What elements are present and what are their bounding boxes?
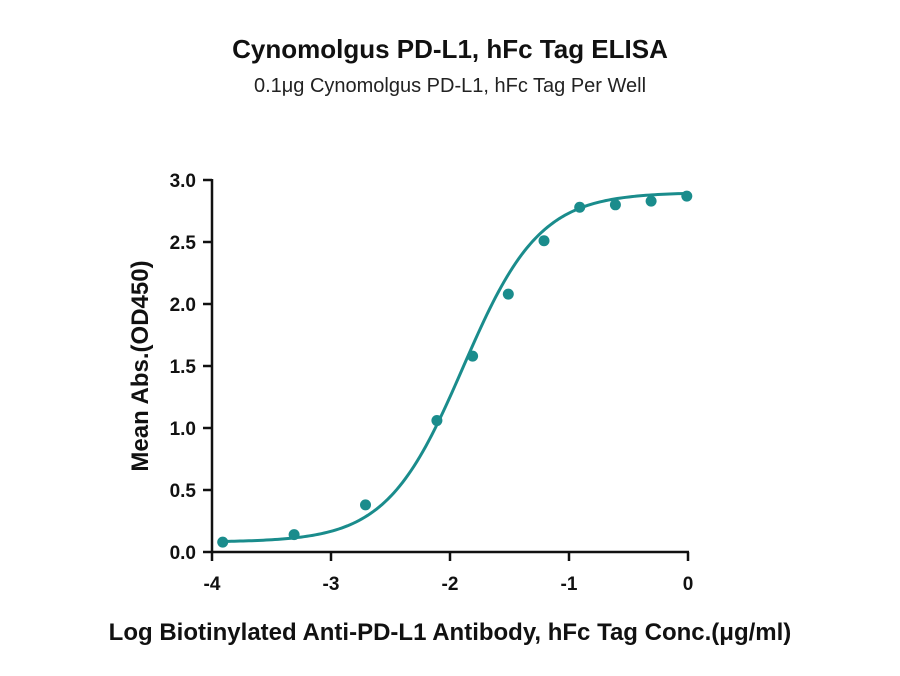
y-tick-label: 3.0 <box>170 171 196 192</box>
x-axis-title: Log Biotinylated Anti-PD-L1 Antibody, hF… <box>109 619 792 646</box>
y-ticks: 0.0 0.5 1.0 1.5 2.0 2.5 3.0 <box>170 171 212 564</box>
axes <box>210 179 689 554</box>
y-tick-label: 2.5 <box>170 233 197 254</box>
data-point <box>574 201 586 213</box>
data-point <box>467 350 479 362</box>
data-point <box>217 536 229 548</box>
data-point <box>538 235 550 247</box>
data-point <box>609 199 621 211</box>
data-point <box>645 195 657 207</box>
data-point <box>288 529 300 541</box>
data-point <box>502 288 514 300</box>
x-tick-label: -2 <box>442 574 459 595</box>
data-point <box>681 190 693 202</box>
x-tick-label: -1 <box>561 574 578 595</box>
x-tick-label: -4 <box>204 574 221 595</box>
data-point <box>431 415 443 427</box>
x-ticks: -4 -3 -2 -1 0 <box>204 552 694 595</box>
y-tick-label: 2.0 <box>170 295 196 316</box>
x-tick-label: -3 <box>323 574 340 595</box>
fit-curve-layer <box>221 191 689 543</box>
data-points-layer <box>217 190 693 548</box>
y-tick-label: 0.0 <box>170 543 196 564</box>
data-point <box>360 499 372 511</box>
fit-curve <box>221 191 689 543</box>
y-tick-label: 1.5 <box>170 357 197 378</box>
chart-title: Cynomolgus PD-L1, hFc Tag ELISA <box>232 34 668 64</box>
chart-subtitle: 0.1μg Cynomolgus PD-L1, hFc Tag Per Well <box>254 75 646 97</box>
x-tick-label: 0 <box>683 574 694 595</box>
y-tick-label: 0.5 <box>170 481 197 502</box>
y-tick-label: 1.0 <box>170 419 196 440</box>
y-axis-title: Mean Abs.(OD450) <box>127 260 154 471</box>
